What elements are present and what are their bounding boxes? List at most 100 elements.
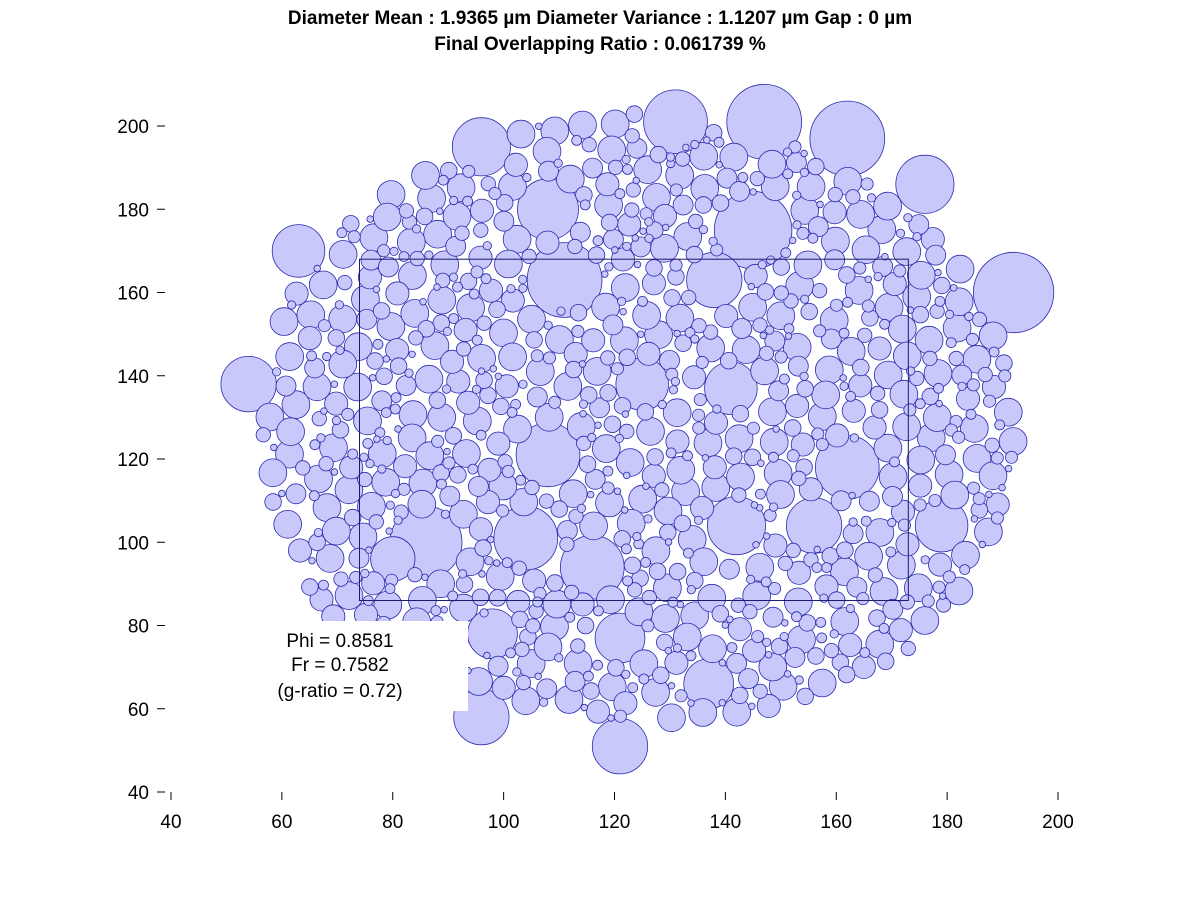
x-tick-label: 140 (710, 812, 742, 833)
axon-circle (770, 637, 789, 656)
axon-circle (701, 454, 709, 462)
axon-circle (408, 330, 424, 346)
axon-circle (524, 479, 540, 496)
axon-circle (599, 384, 617, 402)
axon-circle (827, 187, 843, 203)
axon-circle (334, 581, 364, 610)
axon-circle (492, 397, 510, 416)
axon-circle (873, 360, 903, 390)
axon-circle (517, 304, 546, 334)
axon-circle (515, 674, 532, 691)
axon-circle (436, 207, 444, 215)
axon-circle (813, 545, 821, 554)
axon-circle (860, 177, 874, 191)
axon-circle (877, 652, 895, 671)
axon-circle (757, 459, 765, 467)
axon-circle (816, 200, 824, 209)
axon-circle (922, 350, 938, 366)
axon-circle (624, 597, 654, 627)
axon-circle (644, 233, 654, 243)
axon-circle (998, 369, 1012, 383)
axon-circle (592, 235, 604, 247)
axon-circle (811, 380, 840, 410)
chart-title-line2: Final Overlapping Ratio : 0.061739 % (434, 34, 766, 55)
axon-circle (366, 215, 374, 223)
axon-circle (938, 592, 947, 600)
axon-circle (851, 654, 876, 679)
axon-circle (311, 411, 327, 427)
axon-circle (369, 374, 377, 382)
axon-circle (419, 298, 427, 306)
axon-circle (672, 622, 702, 652)
axon-circle (928, 493, 942, 507)
axon-circle (796, 380, 814, 398)
axon-circle (375, 367, 393, 386)
axon-circle (308, 270, 338, 300)
axon-circle (393, 515, 403, 525)
axon-circle (731, 686, 749, 705)
axon-circle (972, 492, 986, 506)
axon-circle (603, 228, 624, 250)
axon-circle (633, 260, 642, 269)
axon-circle (673, 329, 681, 338)
axon-circle (654, 482, 670, 498)
axon-circle (852, 358, 870, 377)
axon-circle (862, 415, 887, 440)
axon-circle (637, 330, 645, 338)
axon-circle (895, 154, 955, 214)
annotation-background (262, 621, 468, 711)
axon-circle (897, 518, 911, 532)
axon-circle (933, 276, 951, 295)
axon-circle (659, 349, 680, 371)
axon-circle (432, 314, 451, 332)
axon-circle (725, 447, 743, 465)
axon-circle (730, 597, 746, 613)
axon-circle (839, 374, 847, 382)
axon-circle (944, 309, 955, 319)
axon-circle (617, 296, 627, 306)
axon-circle (966, 378, 980, 392)
axon-circle (909, 370, 925, 386)
axon-circle (853, 261, 867, 275)
axon-circle (667, 682, 676, 690)
axon-circle (662, 223, 670, 232)
axon-circle (772, 258, 791, 276)
axon-circle (882, 486, 903, 507)
axon-circle (258, 458, 288, 488)
axon-circle (895, 228, 906, 238)
axon-circle (371, 390, 393, 412)
axon-circle (885, 546, 897, 558)
axon-circle (737, 171, 749, 183)
axon-circle (377, 464, 387, 474)
axon-circle (382, 435, 392, 446)
axon-circle (621, 669, 631, 679)
axon-circle (487, 535, 495, 544)
axon-circle (579, 199, 591, 211)
axon-circle (322, 351, 332, 362)
axon-circle (366, 352, 384, 370)
axon-circle (360, 568, 370, 579)
axon-circle (558, 479, 588, 509)
axon-circle (689, 547, 719, 577)
axon-circle (821, 547, 839, 565)
axon-circle (873, 271, 883, 282)
axon-circle (738, 292, 767, 322)
axon-circle (698, 225, 709, 235)
axon-circle (621, 543, 632, 555)
axon-circle (793, 250, 823, 280)
axon-circle (536, 678, 558, 700)
axon-circle (691, 318, 707, 334)
axon-circle (475, 429, 487, 441)
axon-circle (385, 527, 393, 535)
axon-circle (480, 273, 492, 285)
x-tick-label: 40 (160, 812, 181, 833)
axon-circle (584, 468, 606, 490)
axon-circle (471, 588, 490, 607)
axon-circle (368, 514, 384, 530)
axon-circle (532, 596, 543, 608)
axon-circle (515, 474, 526, 486)
y-tick-label: 180 (117, 200, 149, 221)
axon-circle (682, 143, 690, 152)
axon-circle (361, 571, 386, 596)
y-tick-label: 40 (128, 783, 149, 804)
